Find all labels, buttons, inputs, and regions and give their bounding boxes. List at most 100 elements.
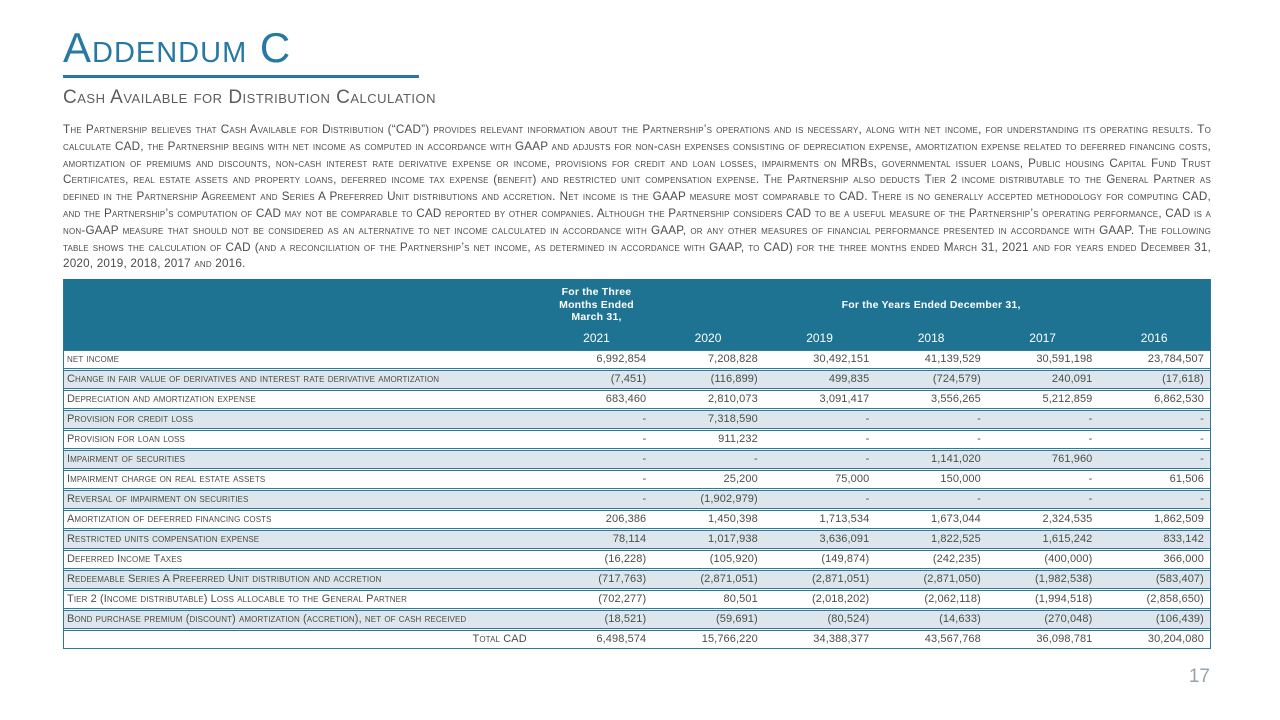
- cell-value: 2,324,535: [1042, 512, 1093, 525]
- table-row: Bond purchase premium (discount) amortiz…: [64, 609, 1210, 629]
- quarter-header-line: For the Three: [561, 286, 632, 299]
- row-label: Deferred Income Taxes: [67, 552, 183, 565]
- table-row: Change in fair value of derivatives and …: [64, 369, 1210, 389]
- row-label: Depreciation and amortization expense: [67, 392, 256, 405]
- year-column: 2020: [694, 330, 722, 345]
- cell-value: (724,579): [932, 372, 981, 385]
- cell-value: 1,141,020: [931, 452, 981, 465]
- page-number: 17: [1188, 666, 1210, 687]
- year-column: 2018: [917, 330, 945, 345]
- table-row: Impairment charge on real estate assets -…: [64, 469, 1210, 489]
- table-header: For the Three Months Ended March 31, For t…: [64, 279, 1210, 350]
- year-column: 2019: [806, 330, 833, 345]
- cell-value: 3,636,091: [819, 532, 870, 545]
- table-row: Depreciation and amortization expense 683…: [64, 389, 1210, 409]
- cell-value: 366,000: [1163, 552, 1204, 565]
- table-row: Deferred Income Taxes (16,228) (105,920) (1…: [64, 549, 1210, 569]
- cell-value: (2,858,650): [1146, 592, 1204, 605]
- cell-value: -: [977, 412, 981, 425]
- cell-value: 206,386: [605, 512, 647, 525]
- cell-value: 6,992,854: [596, 352, 647, 365]
- cell-value: (2,871,051): [811, 572, 870, 585]
- total-label: Total CAD: [472, 632, 527, 645]
- table-header-periods: For the Three Months Ended March 31, For t…: [64, 286, 1210, 324]
- cell-value: (1,902,979): [700, 492, 758, 505]
- row-label: Change in fair value of derivatives and …: [67, 372, 440, 385]
- cell-value: (2,018,202): [811, 592, 870, 605]
- total-value: 15,766,220: [701, 632, 758, 645]
- year-column: 2021: [583, 330, 610, 345]
- cell-value: -: [642, 472, 647, 485]
- cell-value: 1,673,044: [931, 512, 981, 525]
- quarter-period-header: For the Three Months Ended March 31,: [541, 286, 653, 324]
- cell-value: 78,114: [612, 532, 647, 545]
- cell-value: (2,871,050): [923, 572, 981, 585]
- cell-value: (270,048): [1044, 612, 1093, 625]
- cell-value: (2,871,051): [700, 572, 758, 585]
- cell-value: -: [1200, 492, 1204, 505]
- table-row: Provision for loan loss - 911,232 - - - -: [64, 429, 1210, 449]
- table-row: Restricted units compensation expense 78,…: [64, 529, 1210, 549]
- row-label: Bond purchase premium (discount) amortiz…: [67, 612, 467, 625]
- page-title: Addendum C: [63, 24, 292, 71]
- cell-value: (17,618): [1162, 372, 1204, 385]
- cell-value: 1,862,509: [1154, 512, 1204, 525]
- cell-value: 75,000: [835, 472, 870, 485]
- cell-value: -: [865, 412, 870, 425]
- cell-value: 1,822,525: [931, 532, 981, 545]
- cell-value: -: [754, 452, 758, 465]
- cell-value: 3,091,417: [819, 392, 870, 405]
- quarter-header-line: Months Ended: [559, 298, 634, 311]
- cell-value: 7,208,828: [707, 352, 758, 365]
- cell-value: (717,763): [598, 572, 647, 585]
- row-label: Tier 2 (Income distributable) Loss alloc…: [67, 592, 407, 605]
- cell-value: -: [642, 492, 647, 505]
- row-label: Reversal of impairment on securities: [67, 492, 249, 505]
- cell-value: 61,506: [1169, 472, 1204, 485]
- cell-value: (80,524): [827, 612, 870, 625]
- cell-value: -: [642, 412, 647, 425]
- page-subtitle: Cash Available for Distribution Calculat…: [63, 87, 437, 108]
- cell-value: -: [977, 492, 981, 505]
- header-label-spacer: [64, 286, 541, 324]
- year-column: 2016: [1140, 330, 1168, 345]
- cell-value: 1,713,534: [819, 512, 870, 525]
- cell-value: -: [1088, 412, 1093, 425]
- cell-value: 30,492,151: [813, 352, 870, 365]
- year-columns: 2021 2020 2019 2018 2017 2016: [64, 324, 1210, 350]
- table-row: Reversal of impairment on securities - (1,…: [64, 489, 1210, 509]
- cell-value: -: [977, 432, 981, 445]
- cell-value: (106,439): [1155, 612, 1204, 625]
- cell-value: 2,810,073: [707, 392, 758, 405]
- cell-value: (59,691): [716, 612, 758, 625]
- cell-value: -: [1088, 492, 1093, 505]
- cell-value: -: [1088, 472, 1093, 485]
- cell-value: (16,228): [604, 552, 647, 565]
- cell-value: (702,277): [598, 592, 647, 605]
- table-body: net income 6,992,854 7,208,828 30,492,151 41…: [64, 349, 1210, 649]
- row-label: Impairment charge on real estate assets: [67, 472, 266, 485]
- table-row: Impairment of securities - - - 1,141,020 761,…: [64, 449, 1210, 469]
- table-row: Redeemable Series A Preferred Unit distr…: [64, 569, 1210, 589]
- cell-value: 1,017,938: [707, 532, 758, 545]
- total-value: 43,567,768: [924, 632, 981, 645]
- cell-value: (583,407): [1155, 572, 1204, 585]
- cell-value: -: [865, 432, 870, 445]
- cell-value: (18,521): [604, 612, 647, 625]
- cell-value: 833,142: [1163, 532, 1204, 545]
- cell-value: -: [1200, 452, 1204, 465]
- table-row: Amortization of deferred financing costs…: [64, 509, 1210, 529]
- cell-value: -: [1200, 432, 1204, 445]
- cell-value: 1,615,242: [1042, 532, 1093, 545]
- cell-value: -: [865, 452, 870, 465]
- cell-value: 23,784,507: [1147, 352, 1204, 365]
- cell-value: (7,451): [610, 372, 647, 385]
- total-value: 36,098,781: [1036, 632, 1093, 645]
- cell-value: (116,899): [710, 372, 758, 385]
- cell-value: -: [642, 452, 647, 465]
- cell-value: (242,235): [932, 552, 981, 565]
- cell-value: 1,450,398: [707, 512, 758, 525]
- cell-value: -: [642, 432, 647, 445]
- cell-value: 30,591,198: [1036, 352, 1093, 365]
